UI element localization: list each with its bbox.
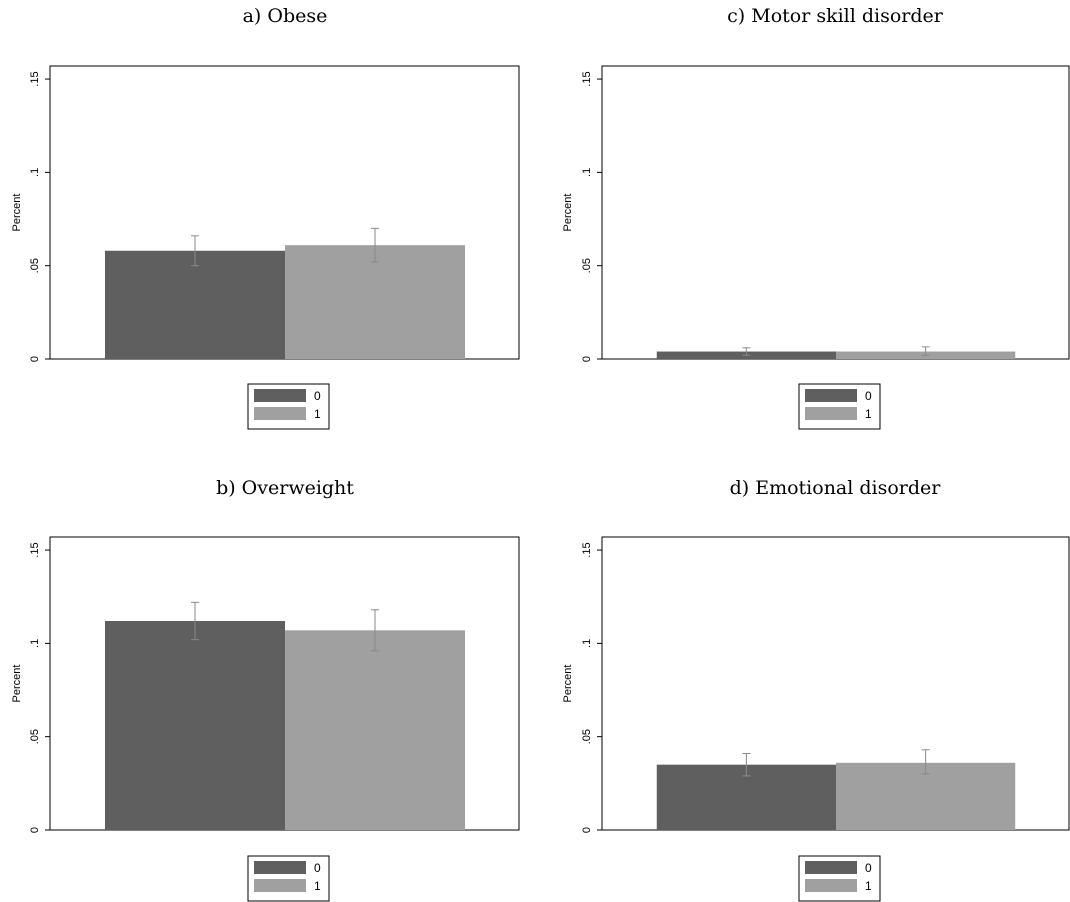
legend-label-1: 1 — [314, 879, 321, 893]
legend-label-1: 1 — [865, 879, 872, 893]
plot-frame — [601, 65, 1070, 360]
y-axis-label: Percent — [562, 665, 574, 703]
y-tick-label: .1 — [29, 639, 41, 648]
legend: 01 — [247, 855, 330, 902]
y-tick-label: .05 — [581, 729, 593, 744]
legend-swatch-1 — [254, 407, 306, 420]
legend-swatch-0 — [254, 861, 306, 874]
legend-swatch-1 — [805, 879, 857, 892]
legend-label-0: 0 — [865, 861, 872, 875]
legend-swatch-1 — [254, 879, 306, 892]
y-tick-label: .05 — [581, 258, 593, 273]
legend: 01 — [247, 383, 330, 430]
legend-swatch-0 — [254, 389, 306, 402]
y-tick-label: .1 — [581, 168, 593, 177]
y-tick-label: 0 — [581, 356, 593, 362]
bar-1 — [285, 245, 466, 359]
bar-0 — [104, 250, 286, 359]
legend: 01 — [798, 855, 881, 902]
legend: 01 — [798, 383, 881, 430]
y-tick-label: .05 — [29, 258, 41, 273]
chart-title: d) Emotional disorder — [730, 477, 942, 499]
y-tick-label: 0 — [29, 827, 41, 833]
legend-label-0: 0 — [865, 389, 872, 403]
y-tick-label: .15 — [29, 71, 41, 86]
legend-label-0: 0 — [314, 861, 321, 875]
chart-title: c) Motor skill disorder — [727, 5, 944, 27]
legend-label-0: 0 — [314, 389, 321, 403]
legend-label-1: 1 — [314, 407, 321, 421]
y-tick-label: .1 — [581, 639, 593, 648]
y-tick-label: .1 — [29, 168, 41, 177]
chart-title: a) Obese — [243, 5, 328, 27]
y-tick-label: .15 — [29, 542, 41, 557]
bar-0 — [104, 620, 286, 830]
y-tick-label: 0 — [581, 827, 593, 833]
chart-panel-1: c) Motor skill disorder 0 .05 .1 .15 Percent 0… — [562, 5, 1070, 430]
legend-swatch-0 — [805, 861, 857, 874]
y-tick-label: 0 — [29, 356, 41, 362]
y-axis-label: Percent — [11, 194, 23, 232]
y-axis-label: Percent — [11, 665, 23, 703]
y-axis-label: Percent — [562, 194, 574, 232]
y-tick-label: .15 — [581, 71, 593, 86]
legend-label-1: 1 — [865, 407, 872, 421]
y-tick-label: .05 — [29, 729, 41, 744]
bar-1 — [285, 630, 466, 830]
chart-title: b) Overweight — [216, 477, 354, 499]
legend-swatch-0 — [805, 389, 857, 402]
y-tick-label: .15 — [581, 542, 593, 557]
legend-swatch-1 — [805, 407, 857, 420]
